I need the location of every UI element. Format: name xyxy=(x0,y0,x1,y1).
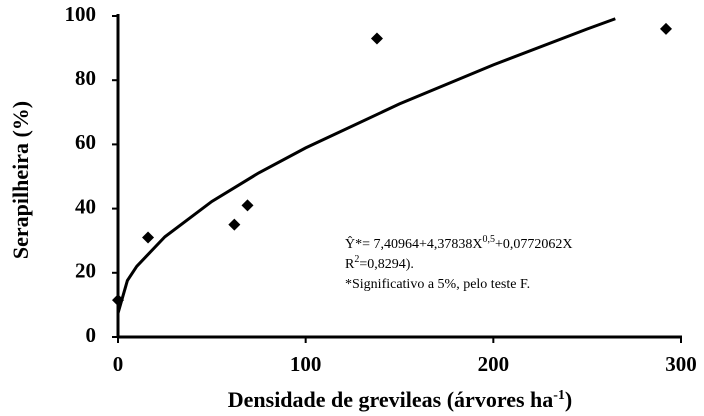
x-label-sup: -1 xyxy=(553,388,565,403)
annotation-text: Ŷ*= 7,40964+4,37838X xyxy=(345,235,483,252)
y-tick-label: 80 xyxy=(75,66,96,90)
x-axis-label: Densidade de grevileas (árvores ha-1) xyxy=(228,387,573,412)
point xyxy=(370,32,383,45)
y-tick-label: 20 xyxy=(75,259,96,283)
annotation-sup: 2 xyxy=(354,254,359,265)
annotation-line: Ŷ*= 7,40964+4,37838X0,5+0,0772062X xyxy=(345,234,573,252)
x-tick-label: 0 xyxy=(113,352,124,376)
y-tick-label: 100 xyxy=(65,2,97,26)
x-tick-label: 100 xyxy=(290,352,322,376)
annotation-line: R2=0,8294). xyxy=(345,254,414,272)
annotation-sup: 0,5 xyxy=(483,234,496,245)
x-label-text: ) xyxy=(565,387,572,412)
y-tick-label: 60 xyxy=(75,130,96,154)
y-tick-label: 0 xyxy=(86,323,97,347)
y-tick-label: 40 xyxy=(75,194,96,218)
point xyxy=(659,22,672,35)
annotation-line: *Significativo a 5%, pelo teste F. xyxy=(345,277,530,292)
point xyxy=(241,199,254,212)
fit-curve xyxy=(116,17,616,314)
x-tick-label: 300 xyxy=(665,352,697,376)
annotation-text: =0,8294). xyxy=(359,257,414,272)
annotation-text: *Significativo a 5%, pelo teste F. xyxy=(345,277,530,292)
y-axis-label: Serapilheira (%) xyxy=(8,101,33,259)
point xyxy=(228,218,241,231)
point xyxy=(142,231,155,244)
x-label-text: Densidade de grevileas (árvores ha xyxy=(228,387,554,412)
annotation-text: +0,0772062X xyxy=(495,237,573,252)
annotation-text: R xyxy=(345,257,355,272)
x-tick-label: 200 xyxy=(478,352,510,376)
